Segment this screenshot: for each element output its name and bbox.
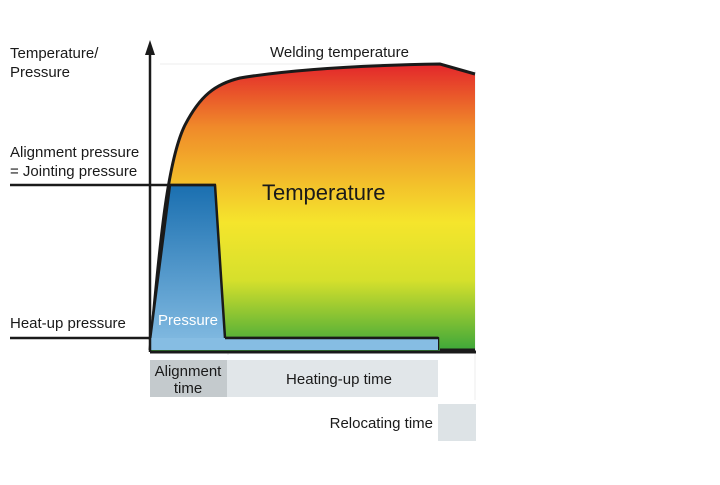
alignment-time-label-line2: time: [174, 380, 202, 397]
heating-up-time-label: Heating-up time: [286, 371, 392, 388]
temperature-label: Temperature: [262, 180, 386, 205]
alignment-pressure-label-line2: = Jointing pressure: [10, 163, 137, 180]
alignment-pressure-label-line1: Alignment pressure: [10, 144, 139, 161]
heat-up-pressure-label: Heat-up pressure: [10, 315, 126, 332]
welding-temperature-label: Welding temperature: [270, 44, 409, 61]
y-axis-arrow-icon: [145, 40, 155, 55]
pressure-label: Pressure: [158, 312, 218, 329]
temperature-area: [150, 64, 475, 352]
heating-up-time-box: [227, 360, 438, 397]
alignment-time-label-line1: Alignment: [155, 363, 223, 380]
y-axis-label-line1: Temperature/: [10, 45, 99, 62]
temperature-curve: [148, 62, 476, 351]
relocating-time-box: [438, 404, 476, 441]
heat-up-pressure-band: [150, 338, 438, 350]
y-axis-label-line2: Pressure: [10, 64, 70, 81]
alignment-time-box: [150, 360, 227, 397]
relocating-time-label: Relocating time: [330, 415, 433, 432]
